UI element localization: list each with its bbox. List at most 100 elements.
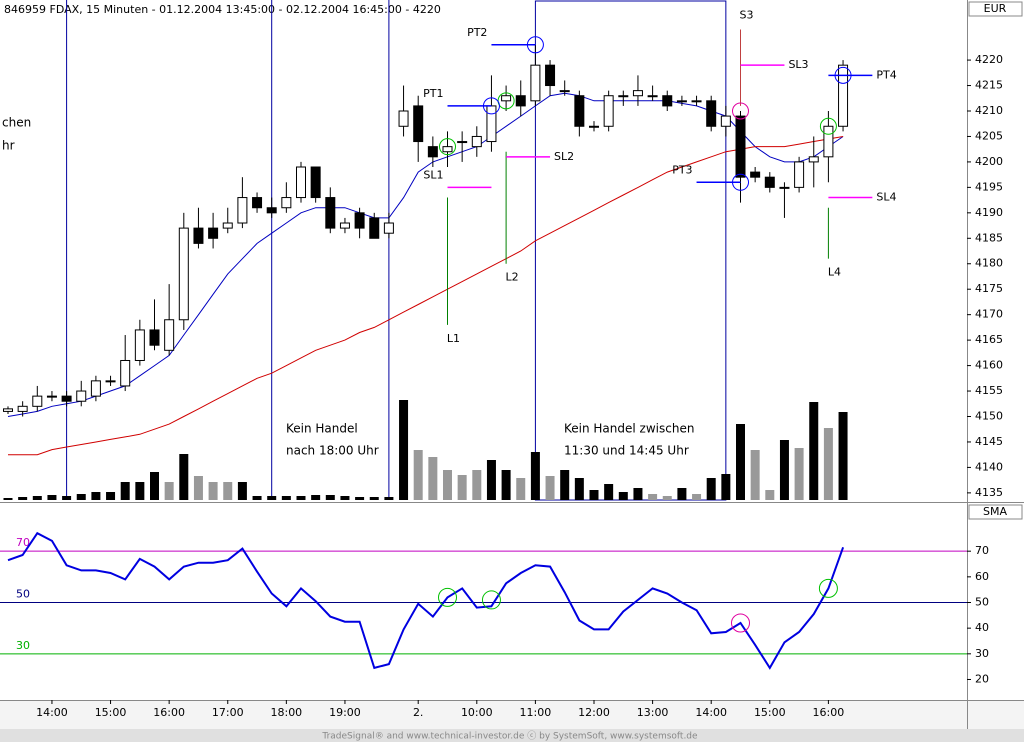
x-tick-label: 14:00: [36, 706, 68, 719]
candle-body: [105, 380, 116, 383]
level-label: PT4: [876, 68, 896, 81]
signal-circle: [819, 117, 837, 135]
volume-bar: [355, 497, 365, 500]
level-label: SL1: [423, 168, 443, 181]
volume-bar: [384, 497, 394, 500]
candle-body: [676, 100, 687, 103]
volume-bar: [150, 472, 159, 500]
candle-body: [720, 115, 731, 127]
volume-bar: [76, 494, 86, 500]
x-tick-label: 10:00: [461, 706, 493, 719]
volume-bar: [765, 490, 775, 500]
volume-bar: [823, 428, 833, 500]
level-label: SL3: [788, 58, 808, 71]
volume-bar: [501, 470, 511, 500]
candle-body: [61, 395, 72, 402]
candle-body: [17, 405, 28, 412]
candle-body: [823, 125, 834, 158]
volume-bar: [369, 497, 379, 500]
signal-circle: [526, 36, 544, 54]
footer: TradeSignal® and www.technical-investor.…: [321, 731, 698, 742]
candle-body: [339, 222, 350, 229]
y-tick-label: 4140: [975, 460, 1003, 473]
candle-body: [398, 110, 409, 127]
x-tick-label: 16:00: [813, 706, 845, 719]
y-tick-label: 4215: [975, 79, 1003, 92]
signal-circle: [482, 97, 500, 115]
candle-body: [90, 380, 101, 397]
candle-body: [281, 197, 292, 209]
candle-body: [296, 166, 306, 199]
candle-body: [208, 227, 219, 239]
candle-body: [222, 222, 233, 229]
candle-body: [134, 329, 145, 361]
unit-box: [968, 504, 1023, 520]
candle-body: [794, 161, 805, 188]
signal-label: L2: [506, 271, 519, 284]
volume-bar: [281, 496, 291, 500]
candle-body: [808, 156, 819, 163]
volume-bar: [135, 482, 145, 500]
candle-body: [501, 95, 512, 102]
candle-body: [310, 166, 321, 199]
note: Kein Handel: [286, 422, 358, 436]
volume-bar: [530, 452, 540, 500]
volume-bar: [750, 450, 760, 500]
volume-bar: [443, 470, 452, 500]
volume-bar: [545, 476, 555, 500]
signal-circle: [481, 590, 501, 610]
y-tick-label: 30: [975, 647, 989, 660]
y-tick-label: 40: [975, 621, 989, 634]
volume-bar: [91, 492, 101, 500]
candle-body: [413, 105, 424, 143]
rsi-line: [7, 531, 845, 670]
moving-average: [7, 92, 844, 417]
volume-bar: [574, 478, 584, 500]
volume-bar: [413, 450, 423, 500]
volume-bar: [706, 478, 716, 500]
volume-bar: [252, 496, 262, 500]
y-tick-label: 4185: [975, 231, 1003, 244]
time-axis-band: [0, 700, 1024, 729]
candle-body: [545, 64, 556, 87]
volume-bar: [399, 400, 409, 500]
candle-body: [193, 227, 204, 244]
signal-circle: [818, 578, 838, 598]
candle-body: [3, 408, 13, 412]
volume-bar: [472, 470, 482, 500]
volume-bar: [106, 492, 116, 500]
candle-body: [120, 359, 131, 387]
level-label: 30: [16, 639, 30, 652]
volume-bar: [267, 496, 277, 500]
y-tick-label: 4170: [975, 308, 1003, 321]
x-tick-label: 16:00: [153, 706, 185, 719]
candle-body: [442, 146, 453, 153]
x-tick-label: 15:00: [754, 706, 786, 719]
signal-circle: [834, 66, 852, 84]
y-tick-label: 60: [975, 570, 989, 583]
candle-body: [530, 64, 541, 102]
x-tick-label: 14:00: [695, 706, 727, 719]
candle-body: [486, 105, 497, 143]
candle-body: [662, 95, 673, 107]
y-tick-label: 4175: [975, 282, 1003, 295]
candle-body: [691, 100, 702, 103]
level-label: PT1: [423, 87, 443, 100]
volume-bar: [794, 448, 804, 500]
volume-bar: [618, 492, 628, 500]
volume-bar: [721, 474, 731, 500]
signal-circle: [438, 587, 457, 607]
candle-body: [252, 197, 263, 209]
y-tick-label: 4160: [975, 359, 1003, 372]
volume-bar: [838, 412, 848, 500]
candle-body: [149, 329, 160, 346]
no-trade-zone: [534, 0, 727, 501]
volume-bar: [589, 490, 599, 500]
x-tick-label: 18:00: [270, 706, 302, 719]
volume-bar: [3, 498, 13, 500]
volume-bar: [18, 497, 28, 500]
volume-bar: [779, 440, 789, 500]
candle-body: [325, 197, 336, 229]
